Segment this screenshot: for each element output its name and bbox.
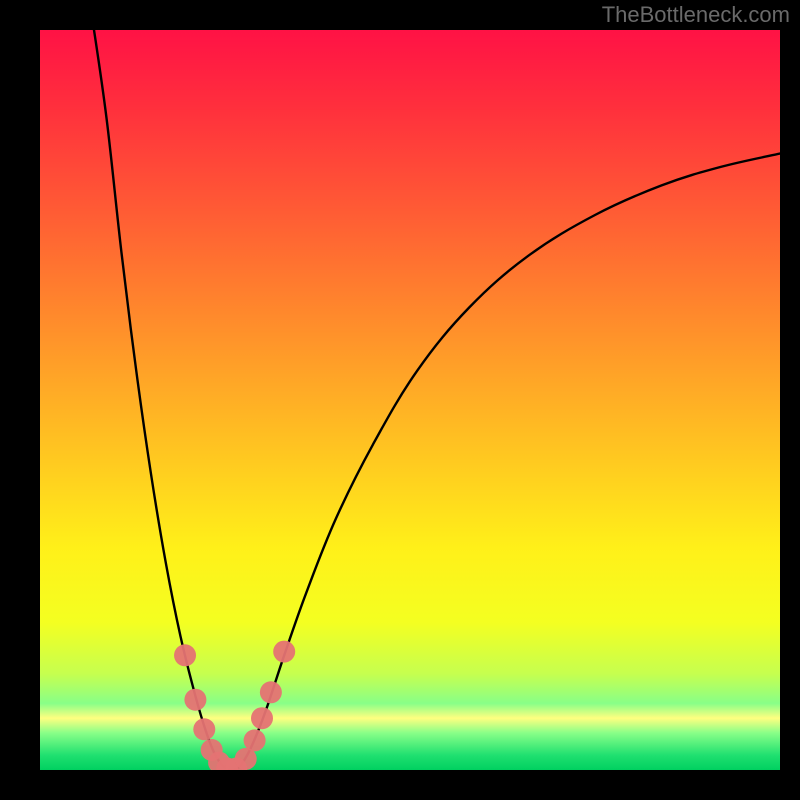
data-marker xyxy=(260,681,282,703)
plot-background-gradient xyxy=(40,30,780,770)
watermark-text: TheBottleneck.com xyxy=(602,2,790,28)
data-marker xyxy=(193,718,215,740)
chart-container: TheBottleneck.com xyxy=(0,0,800,800)
data-marker xyxy=(184,689,206,711)
data-marker xyxy=(174,644,196,666)
data-marker xyxy=(273,641,295,663)
data-marker xyxy=(244,729,266,751)
data-marker xyxy=(251,707,273,729)
chart-svg xyxy=(0,0,800,800)
